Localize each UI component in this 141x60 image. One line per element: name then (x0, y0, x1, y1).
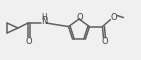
Text: O: O (101, 37, 108, 46)
Text: O: O (26, 36, 32, 45)
Text: H: H (41, 12, 47, 21)
Text: N: N (41, 17, 47, 26)
Text: O: O (111, 13, 117, 22)
Text: O: O (77, 12, 83, 21)
